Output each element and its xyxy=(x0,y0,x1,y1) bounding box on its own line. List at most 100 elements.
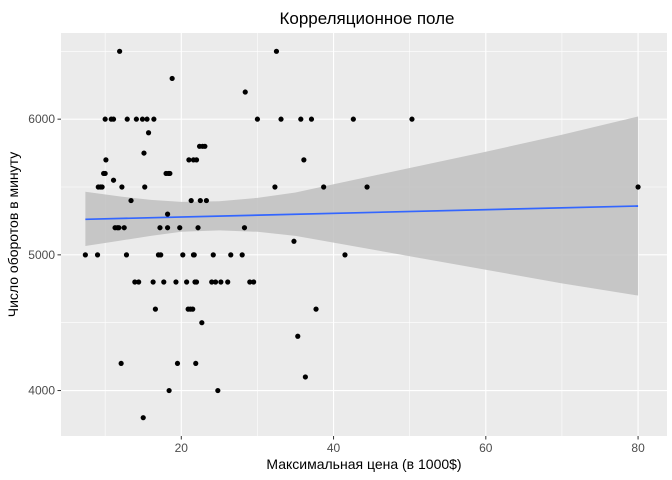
data-point xyxy=(273,48,280,54)
data-point xyxy=(195,225,201,231)
data-point xyxy=(102,170,108,177)
data-point xyxy=(133,116,139,122)
data-point xyxy=(169,75,175,82)
x-axis-ticks: 20 40 60 80 xyxy=(175,436,645,455)
data-point xyxy=(152,306,158,312)
y-tick-label: 6000 xyxy=(28,112,55,126)
data-point xyxy=(121,225,127,231)
data-point xyxy=(242,89,248,95)
data-point xyxy=(110,177,117,183)
x-tick-label: 20 xyxy=(175,441,189,455)
data-point xyxy=(82,252,88,258)
data-point xyxy=(254,116,261,122)
x-tick-label: 40 xyxy=(327,441,341,455)
data-point xyxy=(132,279,138,285)
data-point xyxy=(157,225,163,231)
data-point xyxy=(321,184,327,190)
data-point xyxy=(409,116,415,122)
data-point xyxy=(350,116,356,122)
data-point xyxy=(202,143,208,149)
data-point xyxy=(239,252,245,258)
data-point xyxy=(218,279,224,285)
data-point xyxy=(188,197,194,204)
data-point xyxy=(180,252,186,258)
y-axis-title: Число оборотов в минуту xyxy=(5,152,21,317)
data-point xyxy=(177,225,183,231)
x-tick-label: 60 xyxy=(479,441,493,455)
data-point xyxy=(247,279,253,285)
data-point xyxy=(173,279,179,285)
data-point xyxy=(174,360,181,367)
regression-line-layer xyxy=(85,205,639,221)
data-point xyxy=(190,306,196,312)
data-point xyxy=(166,387,172,394)
data-point xyxy=(103,157,109,163)
data-point xyxy=(151,116,157,122)
data-point xyxy=(193,360,199,367)
data-point xyxy=(186,157,192,163)
data-point xyxy=(228,252,234,258)
data-point xyxy=(184,279,190,285)
data-point xyxy=(141,150,147,156)
data-points xyxy=(82,48,641,421)
data-point xyxy=(203,197,210,204)
data-point xyxy=(124,116,130,122)
data-point xyxy=(158,252,164,258)
data-point xyxy=(150,279,156,285)
data-point xyxy=(272,184,278,190)
data-point xyxy=(102,116,108,122)
data-point xyxy=(298,116,304,122)
data-point xyxy=(191,252,197,258)
y-tick-label: 5000 xyxy=(28,248,55,262)
data-point xyxy=(140,415,146,421)
data-point xyxy=(110,116,117,122)
data-point xyxy=(209,279,215,285)
data-point xyxy=(145,130,152,136)
data-point xyxy=(142,184,148,190)
data-point xyxy=(308,116,315,122)
data-point xyxy=(291,238,297,244)
x-tick-label: 80 xyxy=(631,441,645,455)
data-point xyxy=(241,225,248,231)
data-point xyxy=(136,279,142,285)
regression-line xyxy=(85,205,639,221)
data-point xyxy=(116,225,122,231)
data-point xyxy=(302,374,308,380)
data-point xyxy=(144,116,150,122)
data-point xyxy=(118,360,124,367)
confidence-band-layer xyxy=(85,116,639,296)
confidence-band xyxy=(85,116,639,296)
data-point xyxy=(193,279,200,285)
x-axis-title: Максимальная цена (в 1000$) xyxy=(266,456,461,472)
data-point xyxy=(295,333,301,339)
data-point xyxy=(278,116,284,122)
data-point xyxy=(193,157,200,163)
data-point xyxy=(164,211,171,217)
data-point xyxy=(161,279,167,285)
data-point xyxy=(139,116,146,122)
data-point xyxy=(313,306,319,312)
data-point xyxy=(199,320,205,326)
data-point xyxy=(167,170,173,177)
data-point xyxy=(342,252,348,258)
data-point xyxy=(251,279,257,285)
data-point xyxy=(99,184,105,190)
data-point xyxy=(128,197,134,204)
data-point xyxy=(225,279,231,285)
data-point xyxy=(123,252,130,258)
data-point xyxy=(119,184,125,190)
data-point xyxy=(210,252,216,258)
data-point xyxy=(94,252,101,258)
data-point xyxy=(117,48,123,54)
data-point xyxy=(635,184,641,190)
y-axis-ticks: 4000 5000 6000 xyxy=(28,112,61,398)
data-point xyxy=(212,279,219,285)
chart-title: Корреляционное поле xyxy=(279,9,454,28)
data-point xyxy=(215,387,221,394)
data-point xyxy=(364,184,370,190)
data-point xyxy=(164,225,171,231)
y-tick-label: 4000 xyxy=(28,384,55,398)
data-point xyxy=(301,157,307,163)
data-point xyxy=(197,197,203,204)
